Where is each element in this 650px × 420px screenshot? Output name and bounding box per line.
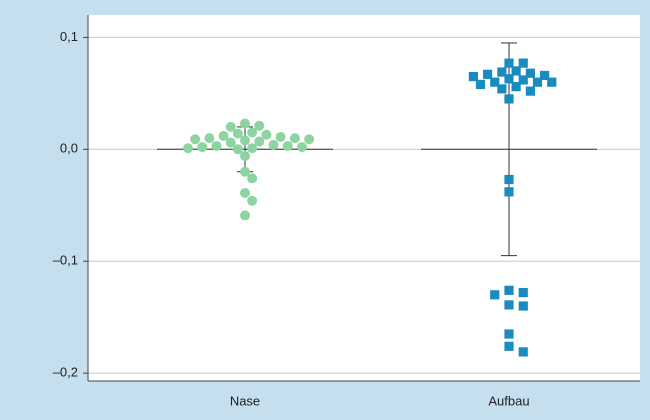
data-point — [483, 69, 493, 79]
data-point — [240, 187, 250, 198]
data-point — [504, 94, 514, 104]
data-point — [540, 70, 550, 81]
data-point — [240, 166, 250, 177]
data-point — [518, 58, 528, 68]
data-point — [297, 142, 307, 153]
data-point — [547, 77, 557, 87]
x-tick-label: Nase — [230, 393, 260, 408]
data-point — [532, 77, 543, 87]
data-point — [518, 301, 528, 311]
y-tick-label: –0,2 — [53, 365, 78, 380]
data-point — [254, 120, 265, 131]
data-point — [504, 285, 514, 295]
data-point — [504, 187, 514, 197]
data-point — [204, 133, 215, 144]
data-point — [504, 174, 514, 185]
data-point — [211, 140, 222, 151]
data-point — [232, 144, 243, 155]
data-point — [304, 134, 315, 145]
data-point — [190, 134, 201, 145]
data-point — [497, 84, 507, 94]
data-point — [232, 128, 243, 139]
data-point — [240, 210, 250, 221]
data-point — [497, 67, 507, 77]
data-point — [268, 139, 279, 150]
data-point — [511, 82, 521, 92]
data-point — [475, 79, 486, 89]
data-point — [525, 68, 535, 78]
y-tick-label: 0,1 — [60, 29, 78, 44]
data-point — [261, 129, 272, 140]
data-point — [518, 75, 528, 85]
data-point — [504, 300, 514, 310]
data-point — [247, 195, 258, 206]
data-point — [518, 287, 528, 298]
data-point — [197, 142, 208, 153]
data-point — [275, 132, 286, 142]
data-point — [468, 71, 478, 82]
data-point — [504, 74, 514, 84]
data-point — [504, 341, 514, 351]
data-point — [247, 173, 258, 184]
data-point — [490, 290, 500, 300]
data-point — [504, 329, 514, 339]
data-point — [525, 86, 535, 96]
y-tick-label: –0,1 — [53, 253, 78, 268]
data-point — [225, 137, 236, 148]
plot-area — [88, 15, 640, 381]
data-point — [282, 140, 293, 151]
data-point — [240, 151, 250, 162]
data-point — [218, 130, 229, 141]
data-point — [490, 77, 500, 87]
y-tick-label: 0,0 — [60, 141, 78, 156]
data-point — [518, 347, 528, 357]
data-point — [504, 58, 514, 68]
data-point — [289, 133, 300, 144]
data-point — [240, 118, 250, 129]
x-tick-label: Aufbau — [488, 393, 529, 408]
data-point — [254, 136, 265, 147]
data-point — [247, 143, 258, 154]
data-point — [511, 66, 521, 76]
data-point — [183, 143, 193, 154]
data-point — [247, 127, 258, 138]
data-point — [240, 135, 250, 146]
data-point — [225, 121, 236, 132]
